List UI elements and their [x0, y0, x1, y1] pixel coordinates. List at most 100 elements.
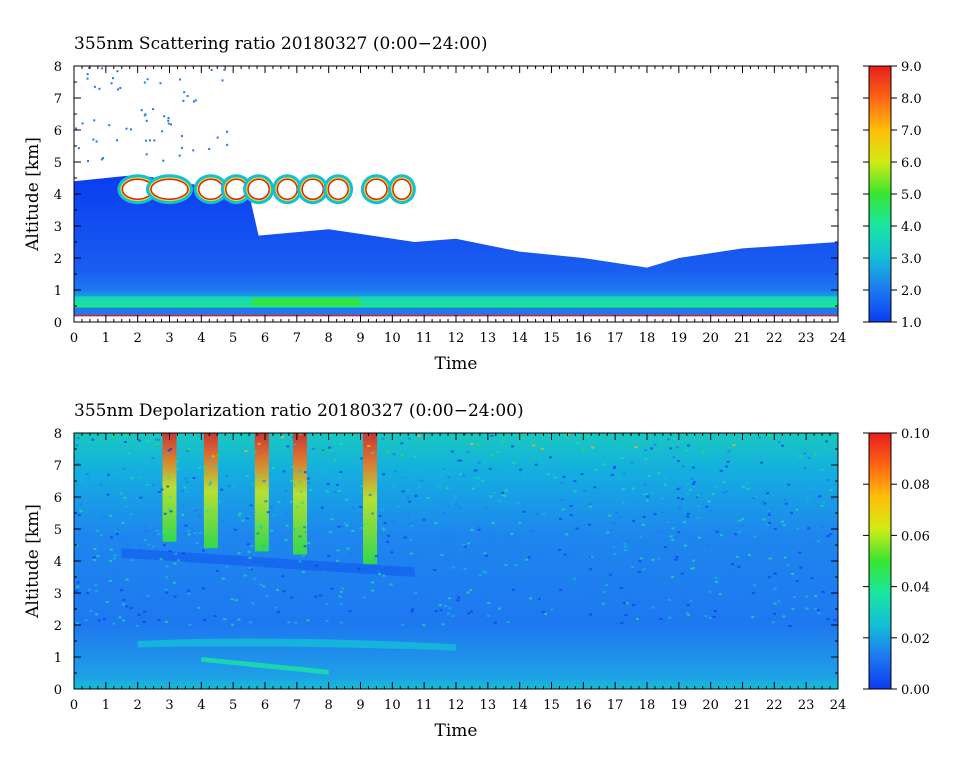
- noise-speckle: [92, 138, 95, 141]
- noise-speckle: [486, 614, 490, 617]
- noise-speckle: [345, 498, 349, 501]
- noise-speckle: [433, 568, 437, 571]
- x-tick-label: 0: [70, 698, 78, 713]
- noise-speckle: [487, 602, 491, 605]
- noise-speckle: [248, 621, 252, 624]
- noise-speckle: [442, 612, 446, 615]
- noise-speckle: [151, 545, 155, 548]
- noise-speckle: [151, 483, 155, 486]
- noise-speckle: [119, 492, 123, 495]
- noise-speckle: [417, 434, 421, 437]
- noise-speckle: [215, 569, 219, 572]
- aerosol-layer: [74, 296, 838, 308]
- noise-speckle: [506, 533, 510, 536]
- noise-speckle: [246, 543, 250, 546]
- noise-speckle: [220, 488, 224, 491]
- noise-speckle: [325, 603, 329, 606]
- noise-speckle: [437, 485, 441, 488]
- noise-speckle: [188, 562, 192, 565]
- noise-speckle: [732, 608, 736, 611]
- noise-speckle: [424, 590, 428, 593]
- noise-speckle: [836, 523, 838, 526]
- noise-speckle: [94, 589, 98, 592]
- x-tick-label: 19: [671, 331, 688, 346]
- noise-speckle: [708, 509, 712, 512]
- noise-speckle: [766, 523, 770, 526]
- y-tick-label: 7: [54, 92, 62, 107]
- noise-speckle: [322, 569, 326, 572]
- noise-speckle: [162, 159, 165, 162]
- x-tick-label: 19: [671, 698, 688, 713]
- noise-speckle: [115, 533, 119, 536]
- noise-speckle: [447, 612, 451, 615]
- noise-speckle: [809, 487, 813, 490]
- noise-speckle: [410, 525, 414, 528]
- noise-speckle: [632, 604, 636, 607]
- noise-speckle: [454, 445, 458, 448]
- noise-speckle: [262, 480, 266, 483]
- noise-speckle: [197, 452, 201, 455]
- noise-speckle: [217, 445, 221, 448]
- noise-speckle: [139, 496, 143, 499]
- noise-speckle: [447, 472, 451, 475]
- noise-speckle: [159, 558, 163, 561]
- noise-speckle: [227, 485, 231, 488]
- noise-speckle: [252, 564, 256, 567]
- noise-speckle: [249, 504, 253, 507]
- noise-speckle: [248, 556, 252, 559]
- noise-speckle: [378, 514, 382, 517]
- noise-speckle: [477, 461, 481, 464]
- noise-speckle: [145, 483, 149, 486]
- noise-speckle: [747, 554, 751, 557]
- noise-speckle: [730, 563, 734, 566]
- noise-speckle: [441, 469, 445, 472]
- noise-speckle: [659, 617, 663, 620]
- noise-speckle: [362, 596, 366, 599]
- noise-speckle: [165, 576, 169, 579]
- noise-speckle: [512, 461, 516, 464]
- noise-speckle: [187, 448, 191, 451]
- noise-speckle: [258, 615, 262, 618]
- noise-speckle: [738, 519, 742, 522]
- noise-speckle: [806, 497, 810, 500]
- noise-speckle: [390, 551, 394, 554]
- noise-speckle: [459, 473, 463, 476]
- noise-speckle: [638, 560, 642, 563]
- noise-speckle: [203, 619, 207, 622]
- noise-speckle: [259, 583, 263, 586]
- noise-speckle: [166, 485, 170, 488]
- noise-speckle: [303, 471, 307, 474]
- noise-speckle: [554, 615, 558, 618]
- noise-speckle: [362, 523, 366, 526]
- noise-speckle: [246, 561, 250, 564]
- noise-speckle: [181, 504, 185, 507]
- noise-speckle: [798, 551, 802, 554]
- noise-speckle: [77, 147, 80, 150]
- cloud-core: [392, 178, 412, 200]
- noise-speckle: [244, 449, 248, 452]
- noise-speckle: [519, 468, 523, 471]
- noise-speckle: [382, 473, 386, 476]
- noise-speckle: [687, 444, 691, 447]
- noise-speckle: [383, 522, 387, 525]
- noise-speckle: [732, 444, 736, 447]
- noise-speckle: [262, 585, 266, 588]
- noise-speckle: [510, 536, 514, 539]
- noise-speckle: [109, 514, 113, 517]
- x-tick-label: 6: [261, 331, 269, 346]
- noise-speckle: [569, 514, 573, 517]
- y-tick-label: 5: [54, 156, 62, 171]
- noise-speckle: [165, 565, 169, 568]
- noise-speckle: [79, 509, 83, 512]
- noise-speckle: [129, 128, 132, 131]
- noise-speckle: [309, 489, 313, 492]
- noise-speckle: [451, 615, 455, 618]
- noise-speckle: [174, 552, 178, 555]
- x-axis-label: Time: [435, 721, 478, 741]
- noise-speckle: [685, 611, 689, 614]
- noise-speckle: [687, 545, 691, 548]
- noise-speckle: [504, 489, 508, 492]
- noise-speckle: [401, 490, 405, 493]
- noise-speckle: [491, 522, 495, 525]
